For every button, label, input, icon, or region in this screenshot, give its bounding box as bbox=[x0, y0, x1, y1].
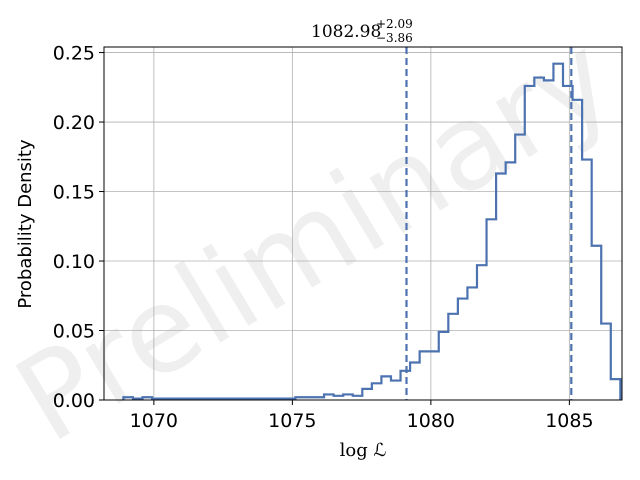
x-tick-label: 1070 bbox=[130, 410, 178, 432]
y-axis-label: Probability Density bbox=[15, 139, 36, 309]
grid bbox=[104, 47, 622, 401]
x-axis-ticks: 1070 1075 1080 1085 bbox=[130, 400, 594, 432]
plot-frame bbox=[103, 46, 623, 401]
x-axis-label-text: log ℒ bbox=[340, 440, 387, 461]
y-tick-label: 0.20 bbox=[53, 112, 95, 134]
y-tick-label: 0.05 bbox=[53, 321, 95, 343]
annotation-upper: +2.09 bbox=[376, 17, 413, 31]
x-tick-label: 1085 bbox=[545, 410, 593, 432]
y-tick-label: 0.10 bbox=[53, 251, 95, 273]
annotation-lower: −3.86 bbox=[376, 31, 413, 45]
interval-markers bbox=[405, 47, 573, 400]
x-axis-label: log ℒ bbox=[340, 440, 387, 461]
histogram-series bbox=[122, 62, 622, 400]
y-tick-label: 0.15 bbox=[53, 182, 95, 204]
histogram-step-line bbox=[122, 62, 622, 400]
y-tick-label: 0.25 bbox=[53, 43, 95, 65]
y-axis-ticks: 0.00 0.05 0.10 0.15 0.20 0.25 bbox=[53, 43, 104, 412]
summary-annotation: 1082.98 +2.09 −3.86 bbox=[311, 17, 413, 45]
y-tick-label: 0.00 bbox=[53, 390, 95, 412]
x-tick-label: 1080 bbox=[407, 410, 455, 432]
x-tick-label: 1075 bbox=[268, 410, 316, 432]
annotation-value: 1082.98 bbox=[311, 22, 381, 42]
